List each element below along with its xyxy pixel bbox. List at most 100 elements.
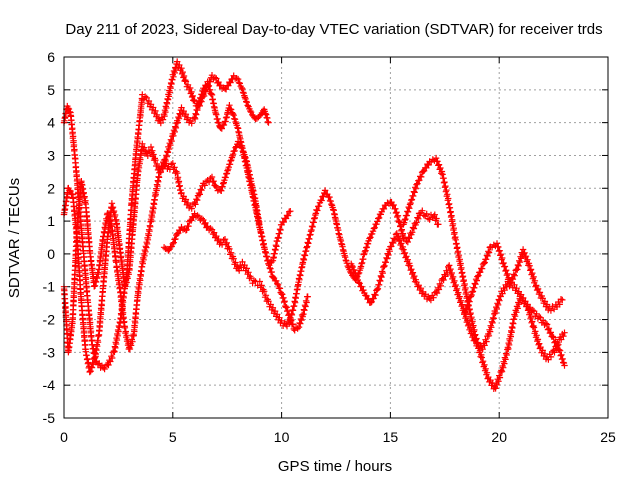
data-point	[289, 320, 297, 328]
data-point	[232, 259, 239, 266]
data-point	[153, 111, 161, 118]
data-point	[536, 289, 544, 296]
data-point	[87, 368, 94, 375]
data-point	[318, 197, 325, 204]
data-point	[193, 196, 200, 203]
data-point	[493, 305, 500, 313]
data-point	[432, 154, 440, 162]
data-point	[174, 174, 182, 181]
data-point	[371, 224, 378, 231]
data-point	[526, 309, 534, 316]
data-point	[402, 215, 409, 223]
data-point	[63, 194, 71, 202]
data-point	[227, 106, 235, 113]
series-track-c	[60, 138, 294, 356]
data-point	[514, 266, 521, 273]
data-point	[493, 381, 501, 389]
data-point	[433, 289, 441, 297]
data-point	[508, 329, 515, 336]
data-point	[455, 252, 463, 259]
data-point	[355, 279, 362, 286]
data-point	[262, 110, 269, 117]
data-point	[360, 286, 367, 294]
data-point	[481, 342, 488, 349]
data-point	[403, 212, 410, 219]
data-point	[171, 164, 178, 171]
data-point	[404, 208, 412, 216]
data-point	[411, 272, 418, 280]
data-point	[556, 346, 563, 353]
data-point	[464, 317, 471, 324]
data-point	[440, 276, 447, 284]
data-point	[443, 186, 450, 194]
data-point	[274, 281, 282, 288]
data-point	[220, 236, 227, 244]
data-point	[457, 260, 464, 267]
data-point	[536, 313, 543, 320]
data-point	[446, 262, 453, 269]
data-point	[513, 285, 520, 292]
data-point	[406, 205, 413, 212]
data-point	[478, 265, 486, 272]
data-point	[73, 230, 80, 238]
data-point	[314, 207, 321, 214]
data-point	[367, 299, 374, 306]
data-point	[451, 277, 458, 285]
data-point	[419, 207, 426, 214]
data-point	[465, 297, 472, 304]
data-point	[232, 144, 239, 151]
data-point	[481, 259, 488, 266]
data-point	[482, 365, 489, 372]
data-point	[413, 181, 420, 188]
data-point	[404, 256, 411, 263]
data-point	[529, 269, 536, 277]
data-point	[529, 323, 536, 330]
data-point	[358, 283, 365, 290]
data-point	[238, 144, 245, 151]
data-point	[205, 83, 212, 90]
data-point	[372, 291, 379, 299]
data-point	[211, 74, 219, 81]
data-point	[194, 212, 201, 219]
data-point	[449, 273, 457, 281]
data-point	[451, 229, 458, 236]
data-point	[398, 240, 405, 247]
data-point	[464, 301, 472, 309]
data-point	[531, 277, 539, 284]
data-point	[94, 275, 101, 282]
data-point	[447, 265, 454, 273]
y-tick-label: 0	[47, 246, 55, 262]
data-point	[435, 286, 443, 293]
data-point	[502, 356, 509, 363]
data-point	[242, 154, 249, 162]
data-point	[366, 235, 373, 242]
data-point	[148, 213, 156, 221]
data-point	[499, 290, 506, 297]
data-point	[229, 110, 237, 118]
data-point	[144, 152, 151, 159]
data-point	[147, 143, 155, 151]
data-point	[496, 374, 504, 381]
data-point	[153, 187, 160, 194]
data-point	[398, 226, 405, 233]
y-axis-label: SDTVAR / TECUs	[6, 178, 23, 298]
y-tick-label: -2	[43, 312, 56, 328]
data-point	[269, 273, 277, 281]
data-point	[219, 183, 226, 190]
data-point	[123, 332, 130, 339]
data-point	[473, 335, 480, 342]
data-point	[453, 285, 461, 292]
data-point	[557, 296, 565, 303]
data-point	[458, 264, 465, 271]
data-point	[401, 249, 409, 257]
data-point	[101, 229, 108, 236]
data-point	[497, 251, 505, 258]
data-point	[462, 313, 470, 320]
data-point	[480, 260, 488, 267]
data-point	[93, 347, 100, 354]
data-point	[516, 259, 524, 266]
data-point	[435, 161, 443, 168]
data-point	[220, 121, 228, 129]
data-point	[105, 361, 112, 369]
